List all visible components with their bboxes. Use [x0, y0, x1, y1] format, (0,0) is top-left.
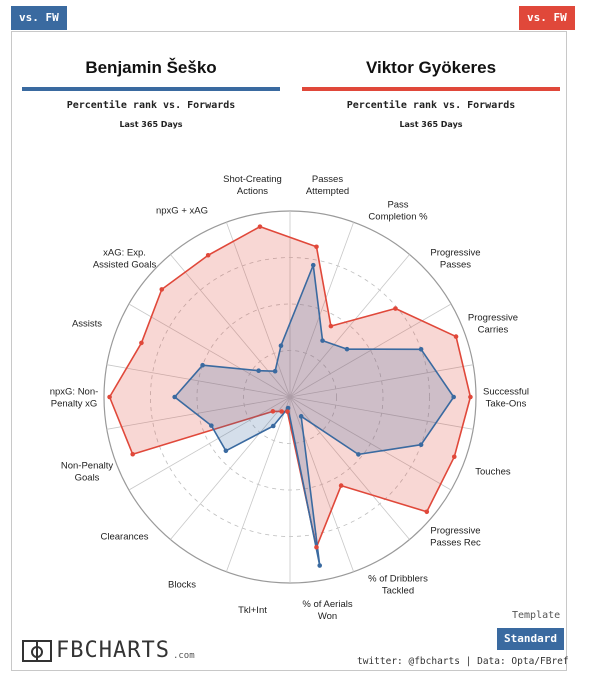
- radar-spoke-13: [128, 396, 291, 491]
- series-2-point-16: [159, 287, 165, 292]
- radar-spoke-14: [106, 396, 291, 430]
- series-1-point-5: [451, 394, 456, 400]
- axis-label-5: Successful Take-Ons: [483, 387, 529, 410]
- series-2-point-10: [285, 409, 290, 414]
- series-2-point-15: [139, 340, 144, 346]
- axis-label-6: Touches: [475, 466, 511, 477]
- radar-spoke-7: [289, 396, 452, 491]
- series-2-point-3: [393, 306, 398, 311]
- chart-frame: [11, 31, 567, 671]
- series-1-point-17: [272, 368, 278, 374]
- series-1-point-13: [209, 423, 214, 428]
- series-1-point-15: [200, 362, 205, 368]
- player2-period: Last 365 Days: [399, 120, 463, 129]
- series-2-point-14: [107, 394, 112, 400]
- player1-period: Last 365 Days: [119, 120, 183, 129]
- axis-label-11: Blocks: [168, 580, 196, 591]
- series-2-point-7: [424, 509, 430, 515]
- series-2-point-13: [130, 451, 135, 457]
- series-1-point-4: [418, 346, 424, 352]
- axis-label-17: npxG + xAG: [156, 205, 208, 216]
- axis-label-14: npxG: Non-Penalty xG: [50, 387, 99, 410]
- radar-spoke-4: [289, 303, 452, 398]
- vs-fw-tag-left[interactable]: vs. FW: [11, 6, 67, 30]
- series-1-point-9: [317, 563, 323, 568]
- radar-spoke-15: [106, 364, 291, 398]
- series-2-point-18: [257, 224, 263, 229]
- series-2-point-1: [314, 244, 319, 250]
- axis-label-1: Passes Attempted: [306, 174, 349, 197]
- series-2-point-12: [270, 409, 276, 414]
- series-1-point-1: [310, 262, 316, 268]
- series-1-point-8: [298, 414, 304, 419]
- axis-label-16: xAG: Exp. Assisted Goals: [93, 248, 157, 271]
- axis-label-10: Tkl+Int: [238, 605, 267, 616]
- series-2-point-6: [451, 454, 457, 460]
- radar-spoke-9: [289, 396, 354, 572]
- series-1-point-7: [356, 452, 361, 457]
- series-2-point-4: [453, 334, 459, 339]
- radar-spoke-18: [226, 222, 291, 398]
- radar-spoke-3: [289, 254, 410, 398]
- axis-label-18: Shot-Creating Actions: [223, 174, 282, 197]
- player1-color-bar: [22, 87, 280, 91]
- vs-fw-tag-right[interactable]: vs. FW: [519, 6, 575, 30]
- axis-label-8: % of Dribblers Tackled: [368, 574, 428, 597]
- series-1-point-14: [172, 394, 177, 400]
- series-1-point-18: [278, 343, 284, 349]
- series-2-point-11: [279, 409, 284, 414]
- player2-subtitle: Percentile rank vs. Forwards: [346, 100, 516, 111]
- axis-label-4: Progressive Carries: [468, 313, 518, 336]
- axis-label-15: Assists: [72, 319, 102, 330]
- series-2-point-17: [205, 252, 211, 258]
- fbcharts-logo: FBCHARTS .com: [22, 638, 195, 662]
- series-1-point-12: [223, 448, 229, 454]
- axis-label-13: Non-Penalty Goals: [61, 460, 114, 483]
- pitch-icon: [22, 640, 52, 662]
- radar-spoke-17: [170, 254, 291, 398]
- template-standard-button[interactable]: Standard: [497, 628, 564, 650]
- radar-spoke-16: [128, 303, 291, 398]
- radar-spoke-2: [289, 222, 354, 398]
- series-1-point-11: [270, 423, 276, 429]
- series-1-point-6: [418, 442, 424, 448]
- axis-label-7: Progressive Passes Rec: [430, 525, 481, 548]
- logo-text: FBCHARTS: [56, 638, 170, 663]
- axis-label-3: Progressive Passes: [430, 248, 480, 271]
- radar-spoke-5: [289, 364, 474, 398]
- player2-name: Viktor Gyökeres: [365, 58, 497, 77]
- axis-label-2: Pass Completion %: [368, 199, 428, 222]
- series-2-point-8: [338, 483, 344, 488]
- player1-subtitle: Percentile rank vs. Forwards: [66, 100, 236, 111]
- radar-spoke-11: [226, 396, 291, 572]
- player1-name: Benjamin Šeško: [85, 58, 217, 77]
- axis-label-12: Clearances: [101, 531, 149, 542]
- series-1-point-16: [256, 368, 261, 373]
- radar-spoke-8: [289, 396, 410, 540]
- series-1-point-3: [344, 346, 350, 352]
- radar-spoke-6: [289, 396, 474, 430]
- credits: twitter: @fbcharts | Data: Opta/FBref: [357, 656, 569, 667]
- series-2-point-9: [314, 544, 319, 550]
- radar-spoke-12: [170, 396, 291, 540]
- series-1-point-2: [320, 338, 325, 343]
- player2-color-bar: [302, 87, 560, 91]
- template-label: Template: [512, 610, 561, 621]
- series-2-point-5: [468, 394, 473, 400]
- series-1-point-10: [285, 405, 291, 411]
- logo-domain: .com: [172, 651, 195, 661]
- axis-label-9: % of Aerials Won: [302, 599, 352, 622]
- series-2-point-2: [328, 323, 334, 329]
